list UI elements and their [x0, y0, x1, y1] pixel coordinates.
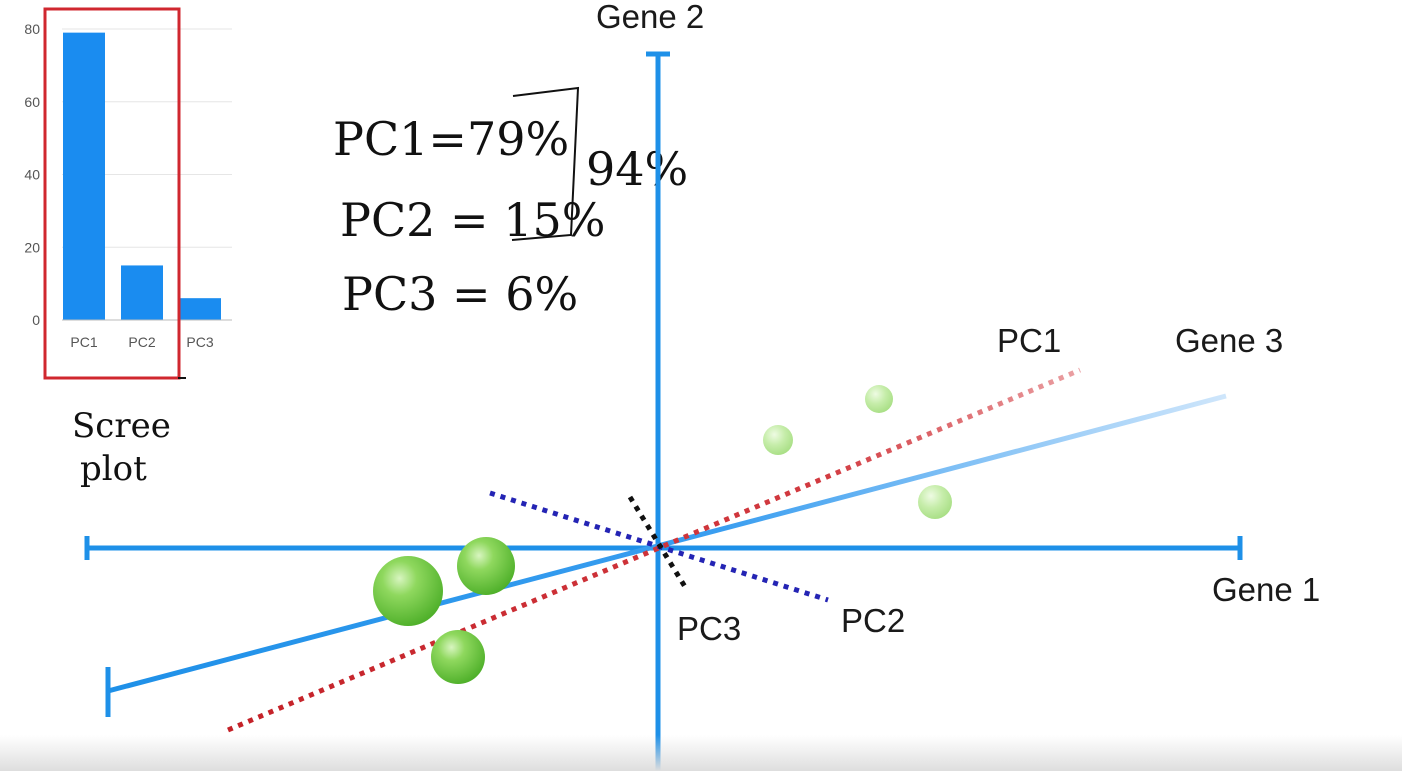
- scree-bar-pc1: [63, 32, 105, 320]
- data-point: [431, 630, 485, 684]
- scree-label-line1: Scree: [72, 406, 171, 446]
- scree-bar-pc2: [121, 265, 163, 320]
- scree-y-tick-label: 40: [24, 167, 40, 183]
- principal-components: [227, 367, 1081, 733]
- pc3-label: PC3: [677, 610, 741, 647]
- data-point: [457, 537, 515, 595]
- scree-y-tick-label: 80: [24, 21, 40, 37]
- pc3-line: [627, 495, 690, 592]
- data-point: [918, 485, 952, 519]
- scree-x-tick-label: PC2: [128, 334, 155, 350]
- scree-plot: 0 20 40 60 80 PC1 PC2 PC3: [24, 7, 232, 380]
- annotation-pc2: PC2 = 15%: [340, 193, 605, 247]
- scree-bars: [63, 32, 221, 320]
- scree-x-tick-label: PC3: [186, 334, 213, 350]
- data-point: [763, 425, 793, 455]
- variance-annotations: PC1=79% PC2 = 15% PC3 = 6% 94%: [333, 86, 688, 321]
- annotation-pc3: PC3 = 6%: [342, 267, 578, 321]
- annotation-total: 94%: [586, 142, 688, 196]
- data-points: [373, 385, 952, 684]
- annotation-pc1: PC1=79%: [333, 112, 569, 166]
- gene3-label: Gene 3: [1175, 322, 1283, 359]
- gene1-label: Gene 1: [1212, 571, 1320, 608]
- scree-y-tick-label: 20: [24, 239, 40, 255]
- pc1-line: [227, 367, 1081, 733]
- pc1-label: PC1: [997, 322, 1061, 359]
- scree-x-tick-label: PC1: [70, 334, 97, 350]
- annotation-bracket: [511, 86, 580, 241]
- scree-x-ticks: PC1 PC2 PC3: [70, 334, 213, 350]
- pc2-label: PC2: [841, 602, 905, 639]
- gene2-label: Gene 2: [596, 0, 704, 35]
- video-bottom-shade: [0, 735, 1402, 771]
- data-point: [373, 556, 443, 626]
- scree-highlight-box: [43, 7, 181, 380]
- scree-bar-pc3: [179, 298, 221, 320]
- scree-y-ticks: 0 20 40 60 80: [24, 21, 40, 328]
- scree-y-tick-label: 0: [32, 312, 40, 328]
- scree-y-tick-label: 60: [24, 94, 40, 110]
- scree-label-line2: plot: [80, 449, 147, 489]
- data-point: [865, 385, 893, 413]
